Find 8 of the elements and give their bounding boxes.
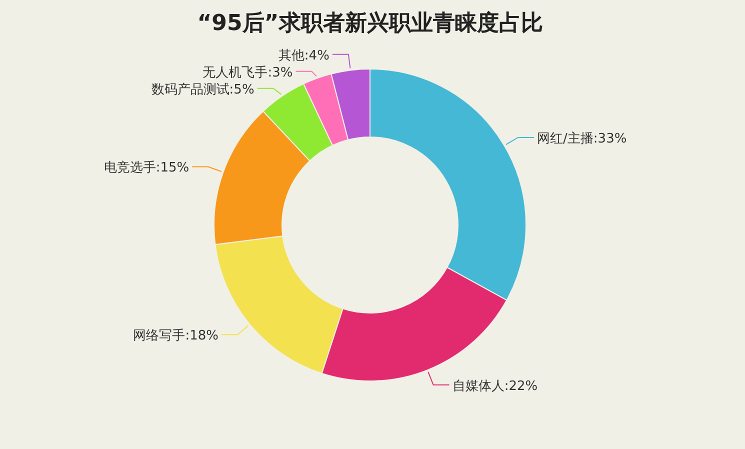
slice-label: 电竞选手:15% [104, 160, 190, 176]
slice-label: 其他:4% [278, 48, 330, 64]
slice-label: 自媒体人:22% [452, 378, 538, 394]
slice-label: 网红/主播:33% [537, 130, 627, 146]
slice-label: 无人机飞手:3% [202, 65, 293, 80]
slice-label: 数码产品测试:5% [151, 82, 254, 98]
chart-title: “95后”求职者新兴职业青睐度占比 [197, 10, 543, 36]
slice-label: 网络写手:18% [133, 328, 218, 344]
